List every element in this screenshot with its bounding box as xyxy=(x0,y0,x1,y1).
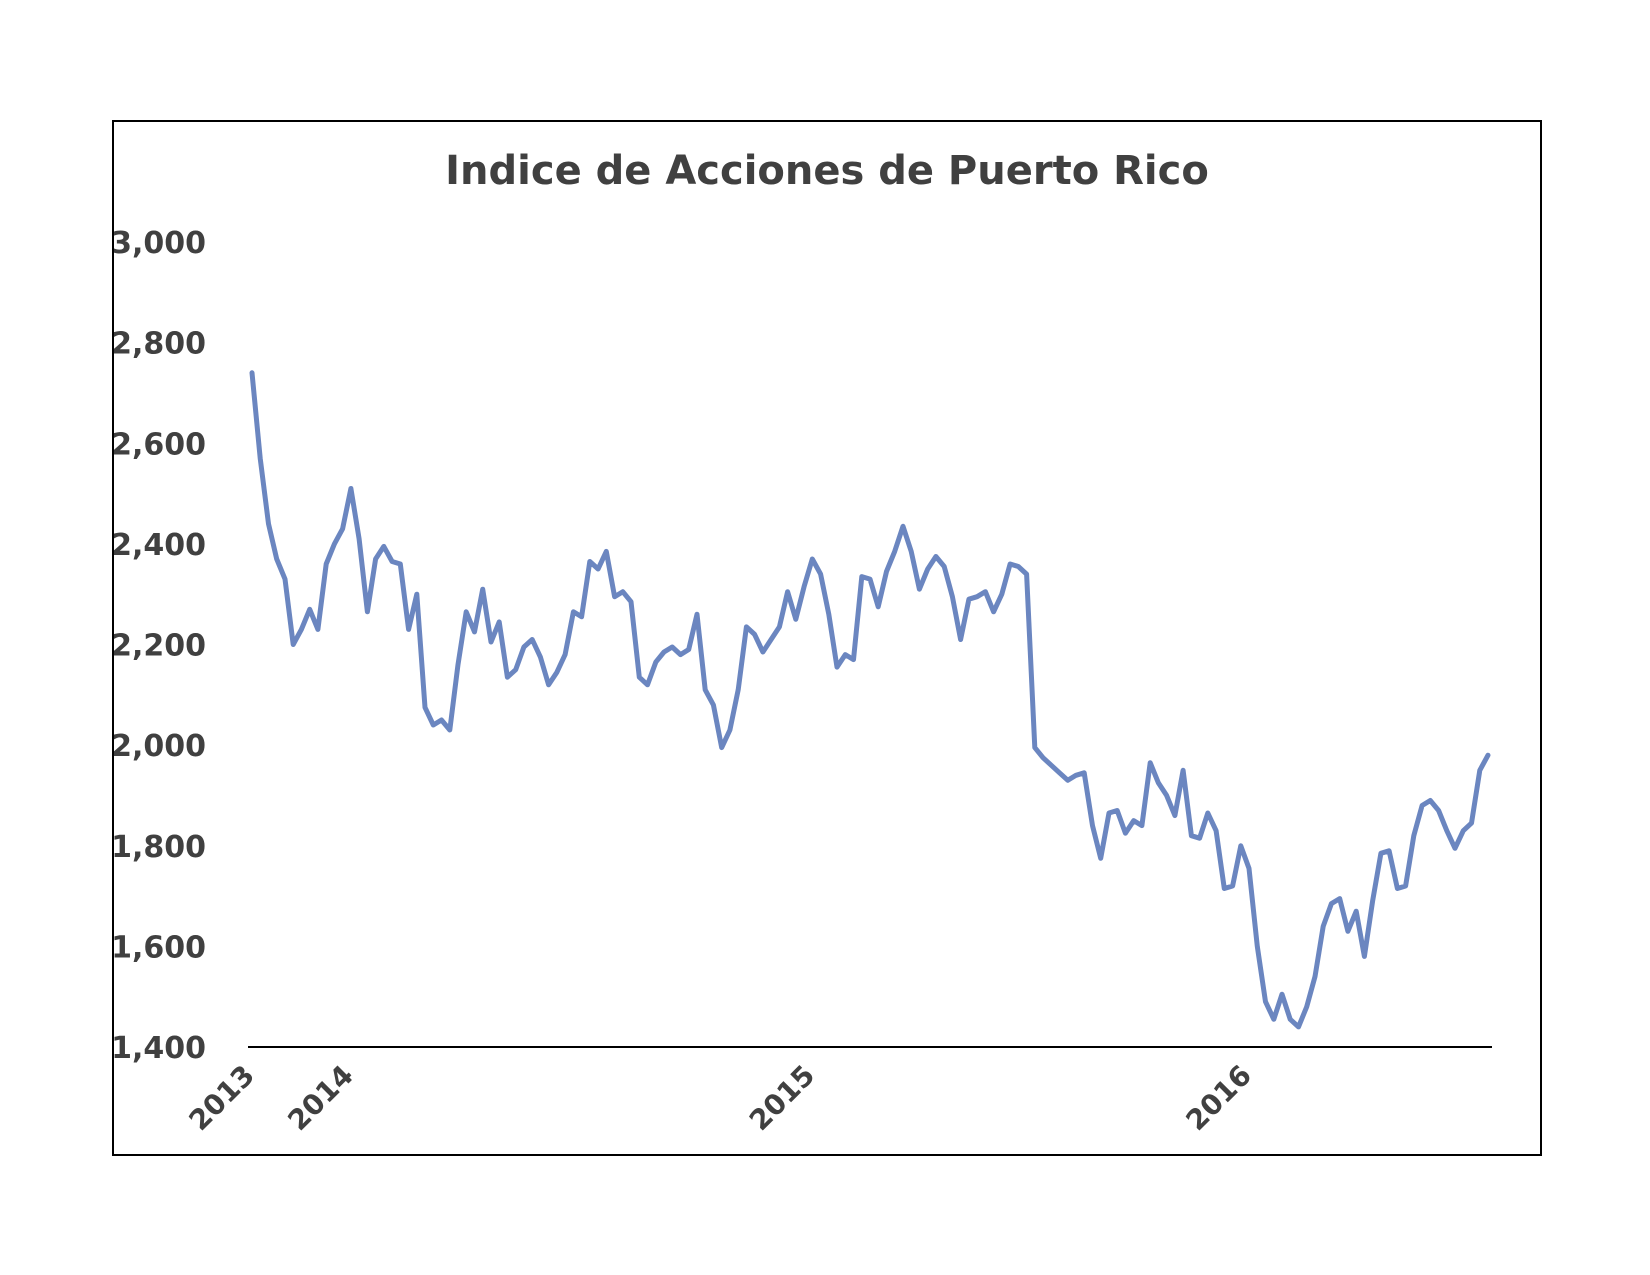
x-tick-label: 2014 xyxy=(281,1059,359,1137)
y-tick-label: 1,600 xyxy=(114,930,206,965)
x-tick-label: 2015 xyxy=(743,1059,821,1137)
y-tick-label: 1,800 xyxy=(114,830,206,865)
y-tick-label: 2,000 xyxy=(114,729,206,764)
y-tick-label: 2,200 xyxy=(114,629,206,664)
chart-plot: 1,400 1,600 1,800 2,000 2,200 2,400 2,600 2,800… xyxy=(114,226,1492,1137)
y-tick-label: 2,400 xyxy=(114,528,206,563)
x-tick-label: 2016 xyxy=(1180,1059,1258,1137)
y-axis-ticks: 1,400 1,600 1,800 2,000 2,200 2,400 2,600 2,800… xyxy=(114,226,206,1066)
y-tick-label: 1,400 xyxy=(114,1031,206,1066)
x-axis-ticks: 2013 2014 2015 2016 xyxy=(183,1059,1258,1137)
y-tick-label: 3,000 xyxy=(114,226,206,261)
y-tick-label: 2,800 xyxy=(114,327,206,362)
chart-title: Indice de Acciones de Puerto Rico xyxy=(445,148,1209,194)
y-tick-label: 2,600 xyxy=(114,427,206,462)
chart-frame: Indice de Acciones de Puerto Rico 1,400 1… xyxy=(112,120,1542,1156)
x-tick-label: 2013 xyxy=(183,1059,261,1137)
series-line xyxy=(249,370,1491,1030)
